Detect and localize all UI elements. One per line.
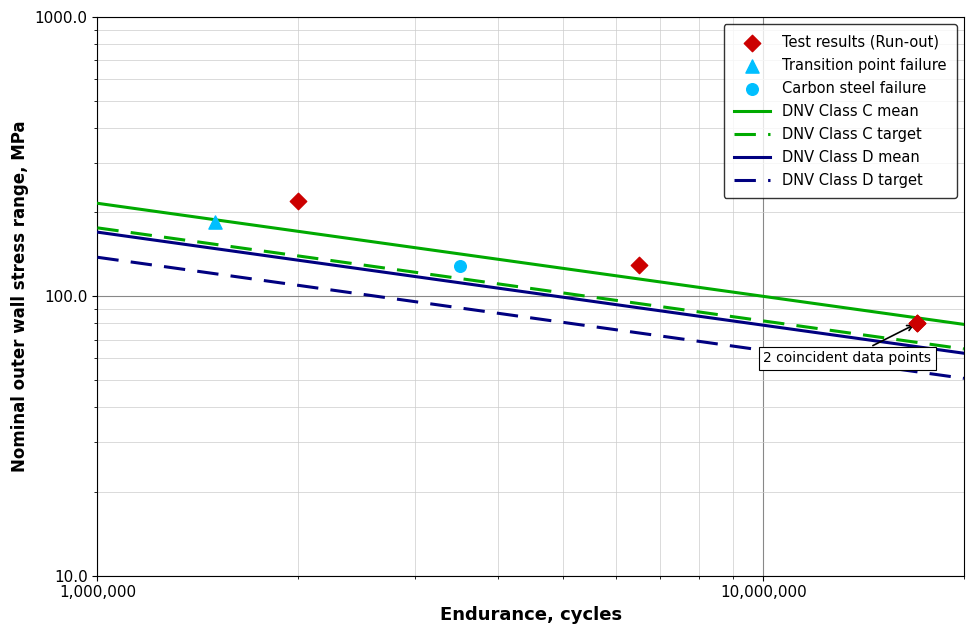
- DNV Class C mean: [822, 302, 834, 309]
- DNV Class C target: [877, 334, 888, 342]
- Carbon steel failure: [452, 262, 468, 272]
- DNV Class D mean: [92, 229, 103, 236]
- DNV Class C target: [92, 224, 103, 232]
- DNV Class D target: [622, 328, 634, 335]
- DNV Class C mean: [622, 274, 634, 281]
- Legend: Test results (Run-out), Transition point failure, Carbon steel failure, DNV Clas: Test results (Run-out), Transition point…: [723, 24, 956, 198]
- Text: 2 coincident data points: 2 coincident data points: [763, 326, 931, 365]
- DNV Class C target: [822, 326, 834, 334]
- DNV Class D mean: [607, 300, 619, 308]
- Line: DNV Class D mean: DNV Class D mean: [98, 232, 964, 353]
- DNV Class D mean: [604, 300, 616, 307]
- DNV Class D target: [822, 356, 834, 363]
- Line: DNV Class C mean: DNV Class C mean: [98, 203, 964, 324]
- DNV Class D target: [958, 375, 970, 382]
- DNV Class C mean: [604, 271, 616, 279]
- Test results (Run-out): [909, 318, 924, 328]
- Test results (Run-out): [291, 196, 306, 206]
- DNV Class D target: [95, 254, 106, 262]
- DNV Class D target: [877, 363, 888, 371]
- DNV Class C mean: [95, 200, 106, 208]
- DNV Class C target: [604, 296, 616, 304]
- Line: DNV Class C target: DNV Class C target: [98, 228, 964, 349]
- DNV Class C mean: [607, 272, 619, 279]
- DNV Class C mean: [92, 199, 103, 207]
- Y-axis label: Nominal outer wall stress range, MPa: Nominal outer wall stress range, MPa: [11, 121, 29, 472]
- DNV Class D mean: [622, 302, 634, 310]
- DNV Class C target: [607, 296, 619, 304]
- DNV Class C target: [95, 224, 106, 232]
- DNV Class C mean: [958, 321, 970, 328]
- Test results (Run-out): [909, 318, 924, 328]
- DNV Class C mean: [877, 309, 888, 317]
- X-axis label: Endurance, cycles: Endurance, cycles: [440, 606, 622, 624]
- DNV Class D target: [92, 253, 103, 261]
- DNV Class D mean: [877, 338, 888, 345]
- DNV Class C target: [958, 345, 970, 353]
- Test results (Run-out): [631, 260, 646, 270]
- DNV Class D mean: [95, 229, 106, 236]
- DNV Class C target: [622, 298, 634, 306]
- DNV Class D mean: [958, 349, 970, 357]
- DNV Class D mean: [822, 330, 834, 338]
- DNV Class D target: [607, 326, 619, 333]
- DNV Class D target: [604, 325, 616, 333]
- Transition point failure: [207, 217, 222, 227]
- Line: DNV Class D target: DNV Class D target: [98, 257, 964, 378]
